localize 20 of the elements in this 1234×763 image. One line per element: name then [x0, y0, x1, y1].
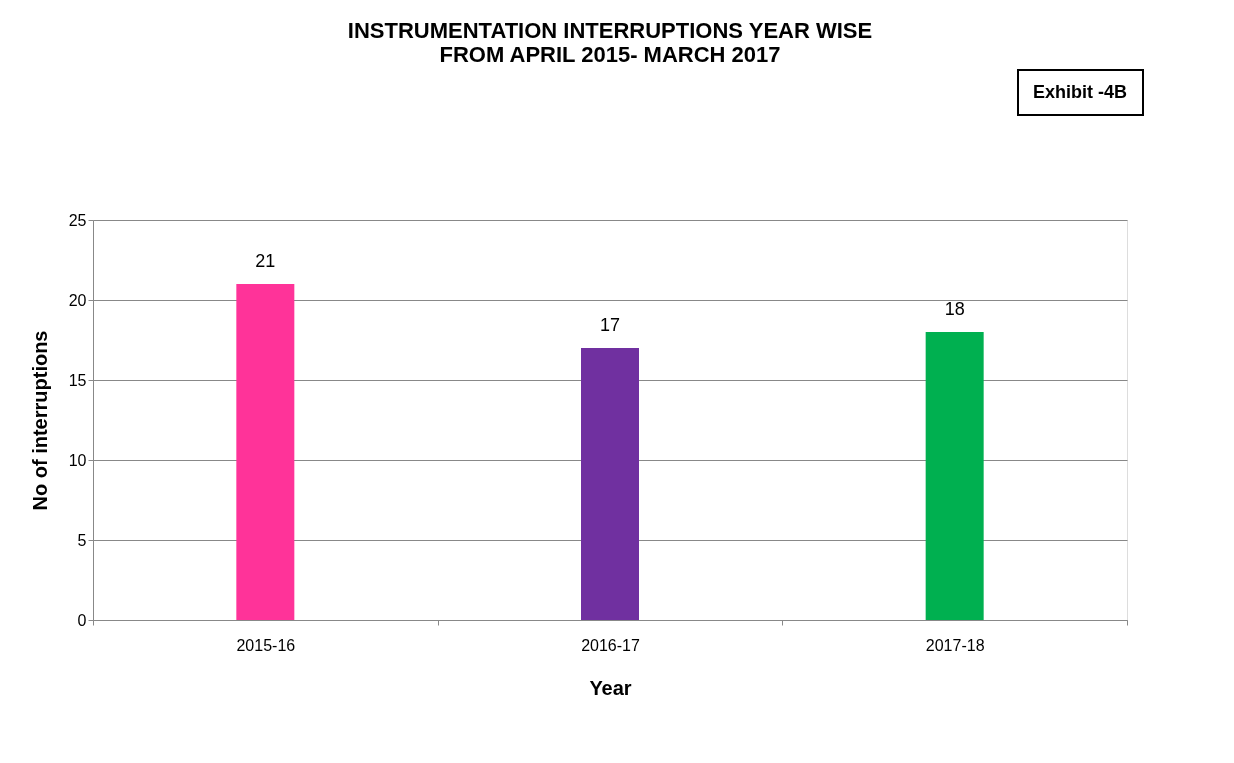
x-tick-label: 2016-17: [581, 636, 640, 654]
data-label: 21: [255, 251, 276, 271]
y-tick-label: 25: [68, 211, 87, 229]
y-tick-label: 0: [77, 611, 87, 629]
bar: [236, 284, 295, 620]
y-tick-label: 5: [77, 531, 87, 549]
text: FROM APRIL 2015- MARCH 2017: [439, 42, 781, 67]
data-label: 17: [599, 315, 621, 335]
text: Exhibit -4B: [1032, 82, 1128, 102]
y-tick-label: 10: [68, 451, 87, 469]
bar: [581, 348, 639, 620]
x-tick-label: 2015-16: [236, 636, 296, 654]
y-tick-label: 15: [68, 371, 87, 389]
y-tick-label: 20: [68, 291, 87, 309]
bar: [925, 332, 984, 620]
x-axis-title: Year: [589, 676, 632, 699]
x-tick-label: 2017-18: [925, 636, 985, 654]
text: INSTRUMENTATION INTERRUPTIONS YEAR WISE: [347, 18, 873, 43]
data-label: 18: [944, 299, 965, 319]
y-axis-title: No of interruptions: [28, 330, 51, 511]
